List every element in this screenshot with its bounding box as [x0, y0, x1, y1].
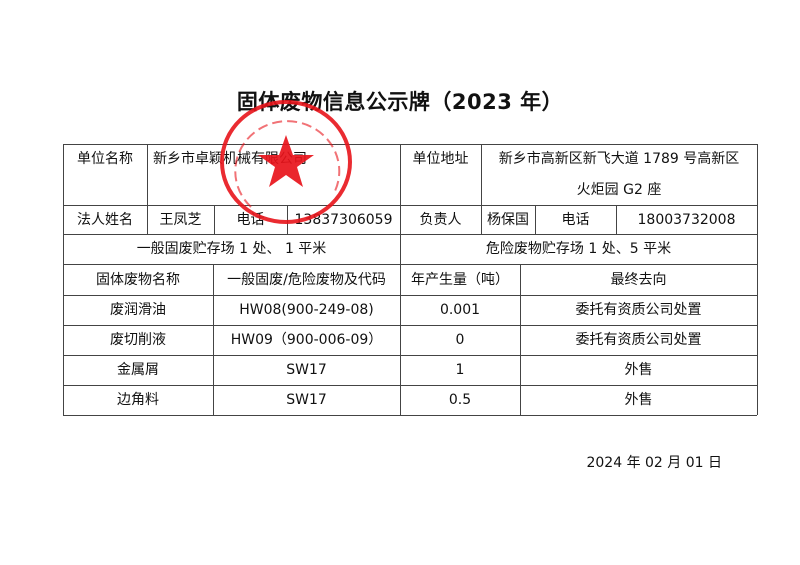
- unit-address-label: 单位地址: [412, 151, 469, 167]
- waste-destination: 外售: [624, 362, 653, 378]
- waste-amount: 0.5: [448, 392, 472, 408]
- waste-name: 边角料: [117, 392, 159, 408]
- legal-person: 王凤芝: [159, 211, 202, 228]
- general-storage: 一般固废贮存场 1 处、 1 平米: [136, 241, 327, 257]
- unit-name: 新乡市卓颖机械有限公司: [153, 151, 307, 167]
- phone-label: 电话: [236, 211, 265, 228]
- header-amount: 年产生量（吨）: [411, 271, 509, 288]
- waste-name: 废切削液: [110, 332, 166, 348]
- manager-label: 负责人: [419, 211, 462, 228]
- waste-code: SW17: [286, 392, 327, 408]
- manager-phone-label: 电话: [561, 211, 590, 228]
- unit-address-line2: 火炬园 G2 座: [576, 181, 662, 198]
- manager: 杨保国: [487, 211, 529, 228]
- header-name: 固体废物名称: [96, 271, 180, 288]
- waste-destination: 外售: [624, 392, 653, 408]
- waste-amount: 0: [455, 332, 465, 348]
- manager-phone: 18003732008: [637, 211, 736, 228]
- waste-code: HW08(900-249-08): [239, 302, 374, 318]
- legal-phone: 13837306059: [294, 211, 393, 228]
- waste-name: 废润滑油: [110, 302, 166, 318]
- unit-name-label: 单位名称: [77, 151, 133, 167]
- issue-date: 2024 年 02 月 01 日: [586, 455, 722, 471]
- hazardous-storage: 危险废物贮存场 1 处、5 平米: [485, 241, 672, 257]
- legal-person-label: 法人姓名: [77, 211, 133, 228]
- waste-destination: 委托有资质公司处置: [575, 302, 702, 318]
- page-title: 固体废物信息公示牌（2023 年）: [236, 90, 564, 114]
- waste-destination: 委托有资质公司处置: [575, 332, 702, 348]
- waste-amount: 1: [455, 362, 465, 378]
- header-destination: 最终去向: [610, 271, 667, 288]
- header-code: 一般固废/危险废物及代码: [227, 271, 386, 288]
- waste-amount: 0.001: [439, 302, 481, 318]
- waste-code: HW09（900-006-09）: [230, 332, 383, 348]
- waste-code: SW17: [286, 362, 327, 378]
- waste-name: 金属屑: [117, 362, 159, 378]
- unit-address-line1: 新乡市高新区新飞大道 1789 号高新区: [498, 151, 740, 167]
